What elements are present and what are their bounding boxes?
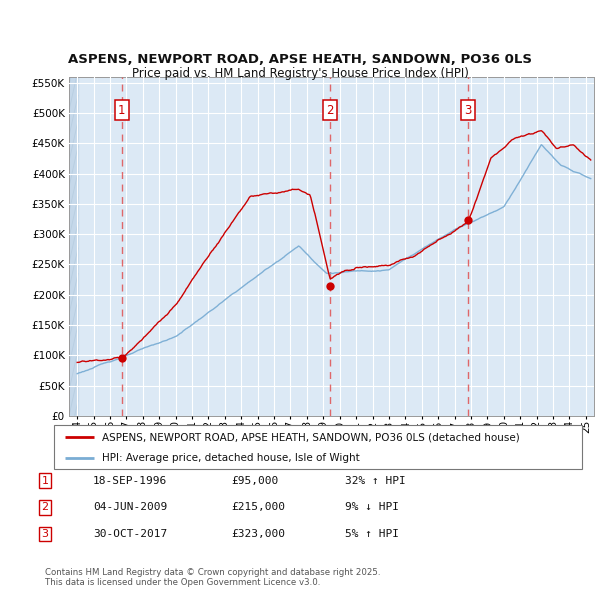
Text: £323,000: £323,000 — [231, 529, 285, 539]
Text: 1: 1 — [41, 476, 49, 486]
Bar — [69, 77, 78, 416]
Text: 04-JUN-2009: 04-JUN-2009 — [93, 503, 167, 512]
Text: Contains HM Land Registry data © Crown copyright and database right 2025.
This d: Contains HM Land Registry data © Crown c… — [45, 568, 380, 587]
Text: 9% ↓ HPI: 9% ↓ HPI — [345, 503, 399, 512]
Text: HPI: Average price, detached house, Isle of Wight: HPI: Average price, detached house, Isle… — [101, 453, 359, 463]
Text: 3: 3 — [464, 103, 472, 116]
Text: 30-OCT-2017: 30-OCT-2017 — [93, 529, 167, 539]
Text: ASPENS, NEWPORT ROAD, APSE HEATH, SANDOWN, PO36 0LS: ASPENS, NEWPORT ROAD, APSE HEATH, SANDOW… — [68, 53, 532, 66]
Text: £95,000: £95,000 — [231, 476, 278, 486]
Text: 2: 2 — [326, 103, 334, 116]
Text: Price paid vs. HM Land Registry's House Price Index (HPI): Price paid vs. HM Land Registry's House … — [131, 67, 469, 80]
Text: 5% ↑ HPI: 5% ↑ HPI — [345, 529, 399, 539]
Text: 3: 3 — [41, 529, 49, 539]
Text: 2: 2 — [41, 503, 49, 512]
Text: 32% ↑ HPI: 32% ↑ HPI — [345, 476, 406, 486]
Text: 18-SEP-1996: 18-SEP-1996 — [93, 476, 167, 486]
Text: ASPENS, NEWPORT ROAD, APSE HEATH, SANDOWN, PO36 0LS (detached house): ASPENS, NEWPORT ROAD, APSE HEATH, SANDOW… — [101, 432, 519, 442]
Text: £215,000: £215,000 — [231, 503, 285, 512]
Text: 1: 1 — [118, 103, 125, 116]
